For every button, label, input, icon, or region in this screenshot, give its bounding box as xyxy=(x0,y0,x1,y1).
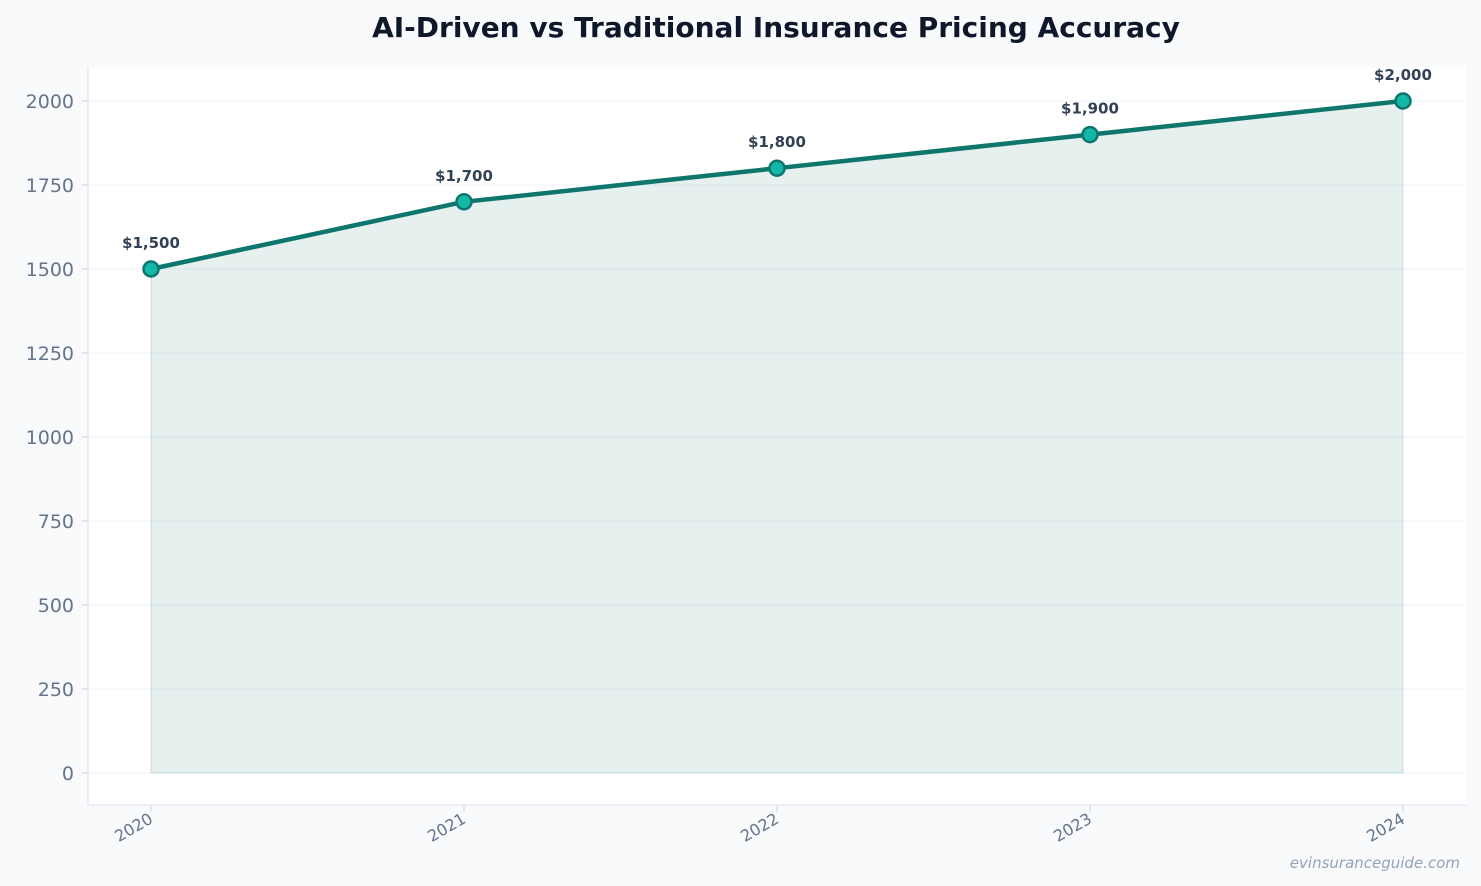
y-tick-label: 1250 xyxy=(26,343,74,365)
data-point-marker xyxy=(1081,125,1099,144)
y-tick-label: 2000 xyxy=(26,91,74,113)
y-tick-label: 1750 xyxy=(26,175,74,197)
watermark: evinsuranceguide.com xyxy=(1290,854,1460,872)
y-axis-ticks: 0 250 500 750 1000 1250 1500 1750 2000 xyxy=(26,91,88,785)
data-points xyxy=(142,92,1412,278)
y-tick-label: 1000 xyxy=(26,427,74,449)
y-tick-label: 500 xyxy=(38,595,74,617)
grid-lines xyxy=(88,100,1466,774)
chart-title: AI-Driven vs Traditional Insurance Prici… xyxy=(372,11,1180,44)
y-tick-label: 0 xyxy=(62,763,74,785)
y-tick-label: 750 xyxy=(38,511,74,533)
data-label: $1,800 xyxy=(748,133,806,151)
data-point-marker xyxy=(142,260,160,278)
data-point-marker xyxy=(768,159,786,177)
plot-background xyxy=(88,67,1466,805)
data-label: $2,000 xyxy=(1374,66,1432,84)
data-label: $1,500 xyxy=(122,234,180,252)
data-point-marker xyxy=(1394,92,1412,110)
data-point-marker xyxy=(455,193,473,211)
data-label: $1,700 xyxy=(435,167,493,185)
y-tick-label: 250 xyxy=(38,679,74,701)
data-label: $1,900 xyxy=(1061,100,1119,118)
y-tick-label: 1500 xyxy=(26,259,74,281)
data-labels: $1,500 $1,700 $1,800 $1,900 $2,000 xyxy=(122,66,1432,252)
